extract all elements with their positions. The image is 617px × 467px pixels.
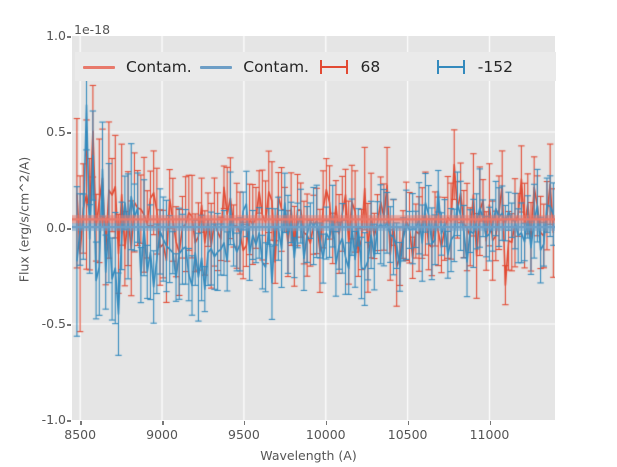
plot-area	[72, 36, 555, 420]
legend-entry: Contam.	[198, 58, 315, 76]
x-tick-mark	[162, 421, 164, 425]
y-tick-mark	[67, 420, 71, 422]
legend-line-swatch	[200, 65, 233, 69]
y-axis-offset-text: 1e-18	[74, 22, 111, 37]
y-tick-label: 0.0	[46, 220, 66, 235]
x-tick-label: 9000	[146, 427, 178, 442]
legend-label: -152	[477, 57, 513, 76]
legend-entry: 68	[316, 58, 433, 76]
x-tick-label: 10000	[305, 427, 346, 442]
legend-errorbar-cap	[436, 59, 439, 74]
legend-errorbar-icon	[316, 58, 352, 76]
y-tick-mark	[67, 36, 71, 38]
x-tick-mark	[80, 421, 82, 425]
legend-label: Contam.	[243, 57, 309, 76]
y-tick-label: -1.0	[41, 412, 66, 427]
x-tick-mark	[489, 421, 491, 425]
legend-errorbar-stem	[436, 65, 465, 68]
legend-errorbar-stem	[319, 65, 348, 68]
y-tick-label: -0.5	[41, 316, 66, 331]
legend-errorbar-icon	[433, 58, 469, 76]
legend-line-icon	[81, 58, 117, 76]
x-tick-label: 8500	[64, 427, 97, 442]
spectrum-canvas	[72, 36, 555, 420]
legend-errorbar-cap	[319, 59, 322, 74]
legend-line-swatch	[83, 65, 115, 69]
y-tick-mark	[67, 132, 71, 134]
y-tick-label: 1.0	[46, 28, 66, 43]
chart-legend: Contam. Contam. 68 -152	[75, 52, 556, 81]
legend-entry: -152	[433, 58, 550, 76]
y-tick-label: 0.5	[46, 124, 66, 139]
legend-label: 68	[360, 57, 381, 76]
y-tick-mark	[67, 228, 71, 230]
x-tick-mark	[407, 421, 410, 425]
legend-errorbar-cap	[345, 59, 348, 74]
x-tick-mark	[243, 421, 246, 425]
x-axis-label: Wavelength (A)	[260, 448, 357, 463]
x-tick-label: 10500	[387, 427, 428, 442]
x-tick-label: 9500	[228, 427, 260, 442]
legend-label: Contam.	[126, 57, 192, 76]
y-tick-mark	[67, 324, 71, 326]
legend-line-icon	[198, 58, 234, 76]
legend-errorbar-cap	[462, 59, 465, 74]
legend-entry: Contam.	[81, 58, 198, 76]
x-tick-mark	[325, 421, 328, 425]
x-tick-label: 11000	[469, 427, 510, 442]
